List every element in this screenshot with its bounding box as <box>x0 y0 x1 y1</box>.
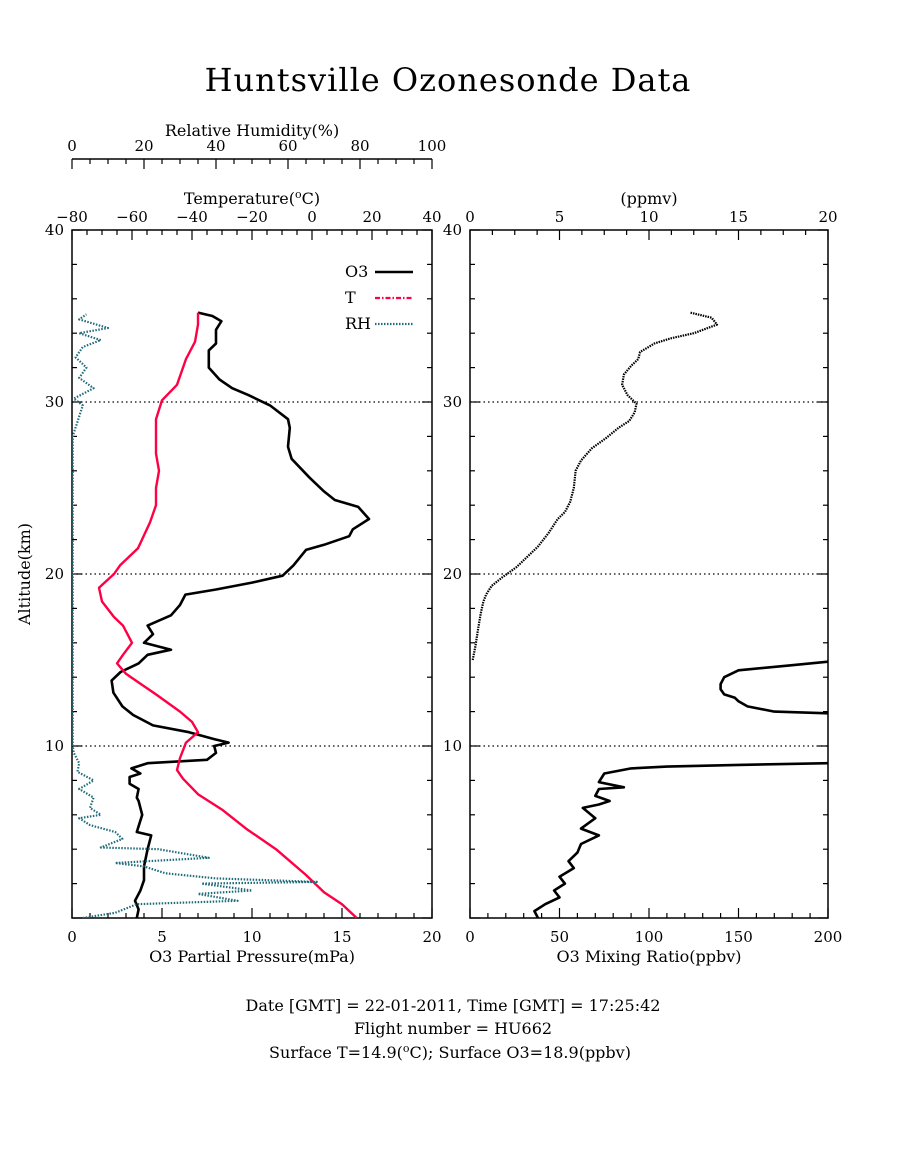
y-tick-label: 10 <box>443 737 462 755</box>
legend-label-o3: O3 <box>345 262 368 281</box>
bottom-axis-title: O3 Partial Pressure(mPa) <box>149 947 355 966</box>
top-outer-x-tick-label: 20 <box>134 137 153 155</box>
top-x-tick-label: 0 <box>465 208 475 226</box>
series-o3 <box>110 311 371 918</box>
top-x-tick-label: 40 <box>422 208 441 226</box>
top-axis-title: Temperature(oC) <box>184 188 320 208</box>
top-x-tick-label: 15 <box>729 208 748 226</box>
y-axis-title: Altitude(km) <box>15 523 34 626</box>
y-tick-label: 30 <box>443 393 462 411</box>
top-x-tick-label: 20 <box>362 208 381 226</box>
legend-label-t: T <box>345 288 356 307</box>
bottom-x-tick-label: 200 <box>814 928 843 946</box>
top-axis-title: (ppmv) <box>620 189 677 208</box>
series-o3-mixing-ratio <box>533 761 828 918</box>
plot-frame <box>469 229 829 919</box>
series-t <box>97 312 358 918</box>
bottom-x-tick-label: 150 <box>724 928 753 946</box>
y-tick-label: 40 <box>45 221 64 239</box>
top-x-tick-label: 10 <box>639 208 658 226</box>
top-x-tick-label: −40 <box>176 208 208 226</box>
bottom-x-tick-label: 10 <box>242 928 261 946</box>
top-x-tick-label: 20 <box>818 208 837 226</box>
left-panel: 10 20 30 40 0 5 10 15 20 O3 Partial Pressure(mPa)… <box>15 121 446 966</box>
top-outer-axis-title: Relative Humidity(%) <box>165 121 339 140</box>
bottom-x-tick-label: 0 <box>465 928 475 946</box>
top-x-tick-label: −60 <box>116 208 148 226</box>
chart-title: Huntsville Ozonesonde Data <box>205 61 692 99</box>
top-outer-x-tick-label: 100 <box>418 137 447 155</box>
top-x-tick-label: 5 <box>555 208 565 226</box>
top-x-tick-label: −20 <box>236 208 268 226</box>
bottom-x-tick-label: 50 <box>550 928 569 946</box>
bottom-axis-title: O3 Mixing Ratio(ppbv) <box>556 947 741 966</box>
y-tick-label: 20 <box>443 565 462 583</box>
bottom-x-tick-label: 100 <box>635 928 664 946</box>
y-tick-label: 30 <box>45 393 64 411</box>
top-x-tick-label: 0 <box>307 208 317 226</box>
bottom-x-tick-label: 15 <box>332 928 351 946</box>
series-rh <box>72 313 318 918</box>
y-tick-label: 20 <box>45 565 64 583</box>
bottom-x-tick-label: 0 <box>67 928 77 946</box>
top-outer-x-tick-label: 80 <box>350 137 369 155</box>
bottom-x-tick-label: 20 <box>422 928 441 946</box>
footer-flight-number: Flight number = HU662 <box>354 1019 552 1038</box>
top-x-tick-label: −80 <box>56 208 88 226</box>
footer-surface-values: Surface T=14.9(oC); Surface O3=18.9(ppbv… <box>269 1042 631 1062</box>
legend-label-rh: RH <box>345 314 371 333</box>
y-tick-label: 10 <box>45 737 64 755</box>
series-o3-mixing-ratio-tropopause-layer- <box>719 660 828 715</box>
top-outer-x-tick-label: 60 <box>278 137 297 155</box>
top-outer-x-tick-label: 40 <box>206 137 225 155</box>
top-outer-x-tick-label: 0 <box>67 137 77 155</box>
y-tick-label: 40 <box>443 221 462 239</box>
footer-date-time: Date [GMT] = 22-01-2011, Time [GMT] = 17… <box>246 996 661 1015</box>
series-o3-mixing-ratio-upper- <box>471 311 719 661</box>
bottom-x-tick-label: 5 <box>157 928 167 946</box>
